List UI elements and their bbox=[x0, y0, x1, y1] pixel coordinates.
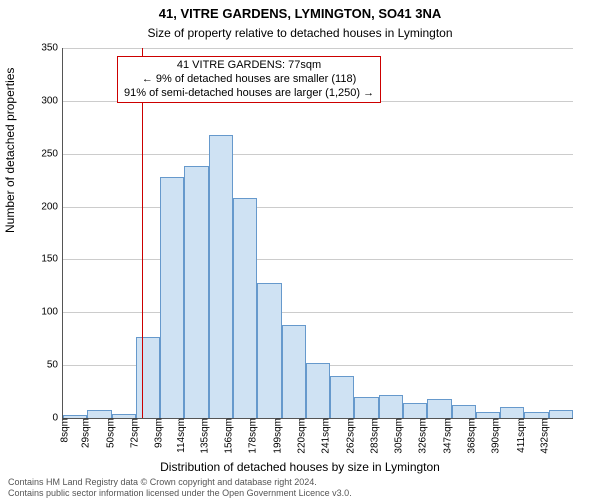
histogram-bar bbox=[330, 376, 354, 418]
histogram-bar bbox=[136, 337, 160, 418]
x-tick-label: 8sqm bbox=[55, 418, 70, 442]
grid-line bbox=[63, 207, 573, 208]
plot-area: 0501001502002503003508sqm29sqm50sqm72sqm… bbox=[62, 48, 573, 419]
x-tick-label: 305sqm bbox=[390, 418, 405, 454]
x-tick-label: 156sqm bbox=[220, 418, 235, 454]
histogram-bar bbox=[427, 399, 451, 418]
y-axis-label: Number of detached properties bbox=[3, 68, 17, 233]
x-tick-label: 178sqm bbox=[244, 418, 259, 454]
histogram-bar bbox=[282, 325, 306, 418]
footer-line-2: Contains public sector information licen… bbox=[8, 488, 352, 498]
chart-subtitle: Size of property relative to detached ho… bbox=[0, 26, 600, 40]
grid-line bbox=[63, 259, 573, 260]
histogram-bar bbox=[452, 405, 476, 418]
histogram-bar bbox=[233, 198, 257, 418]
x-tick-label: 347sqm bbox=[438, 418, 453, 454]
histogram-bar bbox=[209, 135, 233, 418]
y-tick-label: 250 bbox=[41, 148, 63, 159]
x-tick-label: 29sqm bbox=[77, 418, 92, 448]
x-tick-label: 50sqm bbox=[101, 418, 116, 448]
x-axis-label: Distribution of detached houses by size … bbox=[0, 460, 600, 474]
y-tick-label: 300 bbox=[41, 95, 63, 106]
y-tick-label: 50 bbox=[47, 360, 63, 371]
x-tick-label: 199sqm bbox=[268, 418, 283, 454]
y-tick-label: 150 bbox=[41, 254, 63, 265]
y-tick-label: 350 bbox=[41, 43, 63, 54]
x-tick-label: 262sqm bbox=[341, 418, 356, 454]
chart-title: 41, VITRE GARDENS, LYMINGTON, SO41 3NA bbox=[0, 6, 600, 21]
histogram-bar bbox=[379, 395, 403, 418]
histogram-bar bbox=[403, 403, 427, 418]
x-tick-label: 72sqm bbox=[125, 418, 140, 448]
x-tick-label: 326sqm bbox=[414, 418, 429, 454]
chart-container: 41, VITRE GARDENS, LYMINGTON, SO41 3NA S… bbox=[0, 0, 600, 500]
histogram-bar bbox=[257, 283, 281, 418]
histogram-bar bbox=[87, 410, 111, 418]
annotation-line: ← 9% of detached houses are smaller (118… bbox=[124, 73, 374, 87]
grid-line bbox=[63, 312, 573, 313]
footer-attribution: Contains HM Land Registry data © Crown c… bbox=[8, 477, 352, 498]
y-tick-label: 100 bbox=[41, 307, 63, 318]
histogram-bar bbox=[184, 166, 208, 418]
annotation-line: 41 VITRE GARDENS: 77sqm bbox=[124, 59, 374, 73]
x-tick-label: 283sqm bbox=[366, 418, 381, 454]
histogram-bar bbox=[549, 410, 573, 418]
y-tick-label: 200 bbox=[41, 201, 63, 212]
grid-line bbox=[63, 154, 573, 155]
histogram-bar bbox=[160, 177, 184, 418]
x-tick-label: 411sqm bbox=[512, 418, 527, 453]
x-tick-label: 114sqm bbox=[172, 418, 187, 453]
x-tick-label: 390sqm bbox=[487, 418, 502, 454]
x-tick-label: 432sqm bbox=[536, 418, 551, 454]
grid-line bbox=[63, 48, 573, 49]
x-tick-label: 220sqm bbox=[293, 418, 308, 454]
annotation-line: 91% of semi-detached houses are larger (… bbox=[124, 87, 374, 101]
annotation-box: 41 VITRE GARDENS: 77sqm← 9% of detached … bbox=[117, 56, 381, 103]
histogram-bar bbox=[500, 407, 524, 418]
histogram-bar bbox=[306, 363, 330, 418]
x-tick-label: 241sqm bbox=[317, 418, 332, 454]
x-tick-label: 93sqm bbox=[150, 418, 165, 448]
reference-line bbox=[142, 48, 143, 418]
footer-line-1: Contains HM Land Registry data © Crown c… bbox=[8, 477, 352, 487]
x-tick-label: 368sqm bbox=[463, 418, 478, 454]
x-tick-label: 135sqm bbox=[196, 418, 211, 454]
histogram-bar bbox=[354, 397, 378, 418]
